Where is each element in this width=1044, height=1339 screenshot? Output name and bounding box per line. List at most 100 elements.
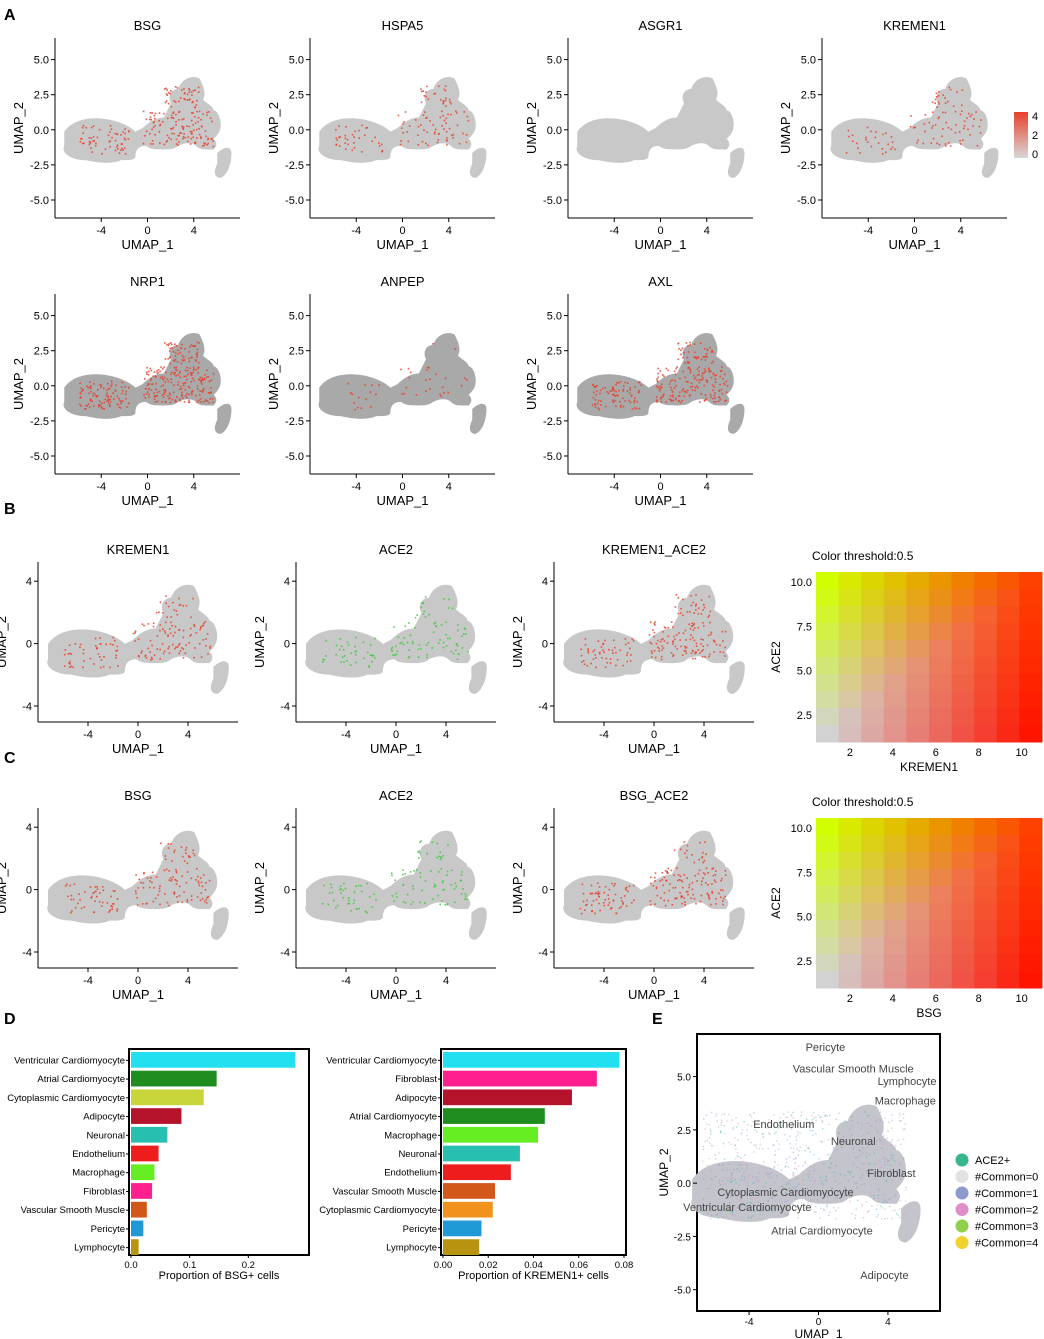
expression-dot <box>170 117 173 119</box>
cell-dot <box>702 1145 705 1148</box>
expression-dot <box>447 391 450 394</box>
expression-dot <box>184 849 187 851</box>
blend-cell <box>951 903 975 921</box>
expression-dot <box>111 905 114 908</box>
expression-dot <box>204 889 207 891</box>
legend-label: #Common=2 <box>975 1205 1038 1217</box>
expression-dot <box>689 638 692 641</box>
cell-dot <box>774 1161 776 1163</box>
expression-dot <box>672 399 675 402</box>
cell-cloud <box>563 584 745 694</box>
expression-dot <box>178 398 181 400</box>
expression-dot <box>80 907 83 910</box>
expression-dot <box>414 119 417 121</box>
x-tick-label: 0.04 <box>524 1260 543 1271</box>
cell-dot <box>886 1217 889 1219</box>
expression-dot <box>82 666 84 669</box>
expression-dot <box>173 849 176 852</box>
expression-dot <box>175 366 178 369</box>
expression-dot <box>662 884 664 887</box>
expression-dot <box>63 665 66 667</box>
expression-dot <box>186 899 189 901</box>
expression-dot <box>417 648 420 651</box>
expression-dot <box>80 390 83 392</box>
expression-dot <box>461 871 463 873</box>
expression-dot <box>404 873 407 875</box>
expression-dot <box>682 370 685 373</box>
expression-dot <box>697 627 700 629</box>
expression-dot <box>172 351 175 353</box>
expression-dot <box>178 642 181 645</box>
expression-dot <box>600 404 602 406</box>
expression-dot <box>113 398 115 400</box>
expression-dot <box>169 394 172 396</box>
cell-dot <box>752 1191 755 1193</box>
cell-dot <box>719 1212 721 1214</box>
expression-dot <box>145 388 147 390</box>
expression-dot <box>658 647 660 650</box>
y-axis-label: UMAP_2 <box>11 358 26 410</box>
expression-dot <box>80 405 82 407</box>
cell-dot <box>881 1170 883 1173</box>
expression-dot <box>595 657 597 659</box>
expression-dot <box>117 665 119 667</box>
expression-dot <box>188 88 190 90</box>
expression-dot <box>653 622 656 625</box>
expression-dot <box>445 633 447 636</box>
expression-dot <box>367 651 369 654</box>
expression-dot <box>185 847 188 849</box>
expression-dot <box>660 655 663 658</box>
expression-dot <box>178 100 180 103</box>
expression-dot <box>656 894 659 897</box>
expression-dot <box>912 126 915 129</box>
expression-dot <box>446 137 448 139</box>
expression-dot <box>108 388 111 390</box>
expression-dot <box>865 136 867 139</box>
expression-dot <box>194 89 196 92</box>
expression-dot <box>371 906 374 908</box>
cell-dot <box>770 1188 773 1190</box>
x-tick-label: 4 <box>191 481 197 493</box>
expression-dot <box>687 351 690 353</box>
blend-cell <box>906 657 930 675</box>
cell-dot <box>856 1156 859 1158</box>
expression-dot <box>109 401 112 403</box>
cell-dot <box>765 1194 767 1196</box>
cell-dot <box>792 1111 794 1114</box>
cell-dot <box>806 1147 808 1149</box>
cell-dot <box>869 1163 871 1165</box>
expression-dot <box>689 394 691 397</box>
expression-dot <box>368 665 370 667</box>
expression-dot <box>657 367 659 370</box>
expression-dot <box>582 900 585 903</box>
expression-dot <box>686 849 688 852</box>
blend-cell <box>1019 623 1043 641</box>
cell-dot <box>870 1125 872 1127</box>
expression-dot <box>603 891 606 894</box>
blend-x-label: KREMEN1 <box>900 760 958 774</box>
expression-dot <box>79 141 82 143</box>
category-label: Pericyte <box>91 1224 125 1235</box>
expression-dot <box>708 371 711 374</box>
cell-dot <box>756 1131 758 1133</box>
cell-dot <box>726 1177 728 1180</box>
expression-dot <box>400 368 402 371</box>
expression-dot <box>190 895 193 897</box>
cell-dot <box>876 1140 878 1142</box>
expression-dot <box>159 648 161 651</box>
cell-dot <box>796 1148 798 1150</box>
cell-dot <box>904 1128 906 1130</box>
expression-dot <box>446 870 449 873</box>
expression-dot <box>711 868 713 870</box>
expression-dot <box>696 880 698 882</box>
cell-dot <box>755 1146 757 1149</box>
cell-dot <box>834 1171 836 1173</box>
expression-dot <box>323 659 325 661</box>
expression-dot <box>697 872 700 875</box>
cell-dot <box>809 1129 812 1132</box>
cell-dot <box>758 1148 760 1150</box>
blend-cell <box>838 708 862 726</box>
expression-dot <box>184 395 187 397</box>
cell-dot <box>784 1166 786 1168</box>
expression-dot <box>626 390 629 392</box>
